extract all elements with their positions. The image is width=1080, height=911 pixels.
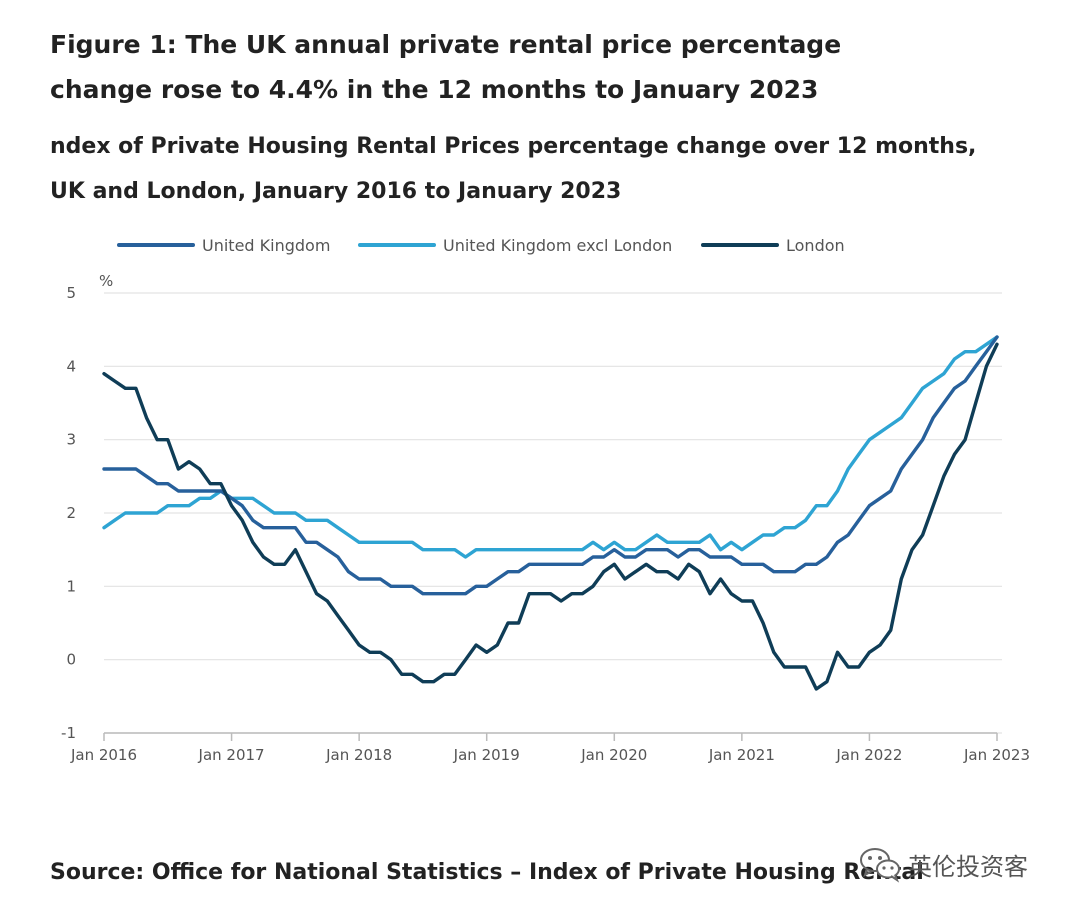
chart-legend: United Kingdom United Kingdom excl London… [117, 236, 845, 255]
y-tick-label: 2 [66, 504, 76, 522]
x-tick-label: Jan 2022 [835, 746, 902, 764]
legend-item: London [701, 236, 845, 255]
x-tick-label: Jan 2017 [198, 746, 265, 764]
chart-grid: -1 0 1 2 3 4 5 [61, 284, 1002, 742]
y-tick-label: 4 [66, 357, 76, 375]
y-axis-label: % [99, 272, 113, 290]
series-line [102, 342, 999, 691]
legend-label: United Kingdom excl London [443, 236, 672, 255]
chart-title: Figure 1: The UK annual private rental p… [50, 30, 842, 104]
x-tick-label: Jan 2021 [708, 746, 775, 764]
wechat-icon [860, 848, 900, 883]
legend-label: United Kingdom [202, 236, 330, 255]
watermark: 英伦投资客 [858, 844, 1058, 884]
series-line [102, 335, 999, 596]
x-tick-label: Jan 2019 [453, 746, 520, 764]
line-chart: United Kingdom United Kingdom excl London… [61, 236, 1030, 764]
series-line [102, 335, 999, 559]
x-tick-label: Jan 2016 [70, 746, 137, 764]
y-tick-label: 5 [66, 284, 76, 302]
source-note: Source: Office for National Statistics –… [50, 860, 924, 885]
legend-item: United Kingdom [117, 236, 330, 255]
watermark-text: 英伦投资客 [908, 852, 1028, 881]
x-tick-label: Jan 2023 [963, 746, 1030, 764]
y-tick-label: 3 [66, 431, 76, 449]
x-tick-label: Jan 2020 [580, 746, 647, 764]
x-axis: Jan 2016 Jan 2017 Jan 2018 Jan 2019 Jan 2020… [70, 732, 1030, 764]
y-tick-label: 0 [66, 651, 76, 669]
y-tick-label: 1 [66, 577, 76, 595]
y-tick-label: -1 [61, 724, 76, 742]
chart-subtitle: ndex of Private Housing Rental Prices pe… [50, 134, 977, 204]
series-lines [102, 335, 999, 691]
legend-item: United Kingdom excl London [358, 236, 672, 255]
x-tick-label: Jan 2018 [325, 746, 392, 764]
legend-label: London [786, 236, 845, 255]
